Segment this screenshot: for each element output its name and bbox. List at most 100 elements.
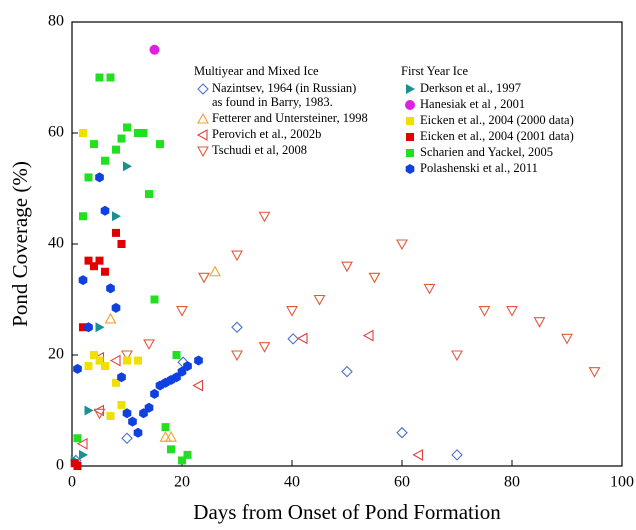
legend-marker xyxy=(406,149,414,157)
data-point xyxy=(362,329,374,342)
data-point xyxy=(506,306,518,317)
data-point xyxy=(122,408,132,419)
data-point xyxy=(183,450,192,459)
x-tick-label: 0 xyxy=(68,474,76,491)
data-point xyxy=(123,161,132,172)
data-point xyxy=(90,262,98,271)
data-point xyxy=(412,448,424,461)
legend-label: Derkson et al., 1997 xyxy=(420,81,521,95)
data-point xyxy=(144,402,154,413)
x-tick-label: 20 xyxy=(174,474,190,491)
data-point xyxy=(192,379,204,392)
data-point xyxy=(101,156,109,165)
legend-label: Polashenski et al., 2011 xyxy=(420,161,538,175)
data-point xyxy=(286,306,298,317)
data-point xyxy=(112,211,121,222)
legend-group-title: First Year Ice xyxy=(401,64,468,78)
y-tick-label: 80 xyxy=(48,13,64,30)
data-point xyxy=(95,322,105,333)
data-point xyxy=(198,272,210,284)
data-point xyxy=(84,256,93,265)
data-point xyxy=(177,356,189,368)
data-point xyxy=(231,321,243,334)
data-point xyxy=(112,378,120,387)
data-point xyxy=(100,205,110,216)
data-point xyxy=(134,356,142,365)
data-point xyxy=(90,351,98,359)
data-point xyxy=(111,302,121,313)
data-point xyxy=(149,44,160,55)
legend-label: Eicken et al., 2004 (2000 data) xyxy=(420,113,574,127)
legend-label: as found in Barry, 1983. xyxy=(212,95,333,109)
data-point xyxy=(95,73,104,82)
data-point xyxy=(117,372,126,383)
legend-label: Perovich et al., 2002b xyxy=(212,127,321,141)
legend-marker xyxy=(197,112,209,124)
data-point xyxy=(84,322,93,333)
data-point xyxy=(73,462,82,470)
legend-marker xyxy=(405,100,415,110)
data-point xyxy=(145,190,153,199)
data-point xyxy=(117,400,126,409)
data-point xyxy=(396,239,408,251)
legend-label: Nazintsev, 1964 (in Russian) xyxy=(212,81,356,95)
x-tick-label: 60 xyxy=(394,474,410,491)
data-point xyxy=(172,351,181,359)
data-point xyxy=(101,362,109,371)
data-point xyxy=(104,312,117,324)
data-point xyxy=(95,356,104,365)
data-point xyxy=(133,427,143,438)
data-point xyxy=(134,129,142,137)
data-point xyxy=(396,426,408,439)
data-point xyxy=(150,388,159,399)
data-point xyxy=(313,294,326,306)
data-point xyxy=(128,416,137,427)
data-point xyxy=(109,354,121,367)
data-point xyxy=(73,363,82,374)
data-point xyxy=(84,405,94,416)
legend-marker xyxy=(197,83,209,95)
data-point xyxy=(258,342,271,353)
data-point xyxy=(79,212,87,221)
legend-label: Fetterer and Untersteiner, 1998 xyxy=(212,111,368,125)
data-point xyxy=(478,306,491,317)
y-tick-label: 60 xyxy=(48,124,64,141)
data-point xyxy=(112,228,120,237)
data-point xyxy=(93,408,106,420)
data-point xyxy=(123,356,131,365)
legend-label: Tschudi et al, 2008 xyxy=(212,143,307,157)
data-point xyxy=(161,423,170,432)
x-tick-label: 80 xyxy=(504,474,520,491)
y-axis-label: Pond Coverage (%) xyxy=(8,161,32,327)
data-point xyxy=(533,317,546,328)
data-point xyxy=(183,361,192,372)
legend-group-title: Multiyear and Mixed Ice xyxy=(194,64,319,78)
data-point xyxy=(231,350,243,362)
data-point xyxy=(368,272,381,284)
data-point xyxy=(95,256,104,265)
data-point xyxy=(451,350,463,362)
data-point xyxy=(156,140,164,149)
legend-label: Hanesiak et al , 2001 xyxy=(420,97,525,111)
legend-marker xyxy=(405,164,415,174)
data-point xyxy=(117,134,126,143)
data-point xyxy=(176,306,188,317)
data-point xyxy=(139,129,148,137)
data-point xyxy=(76,437,88,450)
data-point xyxy=(287,333,299,345)
data-point xyxy=(84,173,93,182)
x-tick-label: 40 xyxy=(284,474,300,491)
data-point xyxy=(106,412,115,421)
data-point xyxy=(79,129,87,137)
data-point xyxy=(209,265,221,277)
data-point xyxy=(79,449,88,460)
data-point xyxy=(258,211,271,223)
data-point xyxy=(106,73,115,82)
data-point xyxy=(341,261,353,273)
data-point xyxy=(79,323,87,332)
legend-label: Scharien and Yackel, 2005 xyxy=(420,145,553,159)
y-tick-label: 0 xyxy=(56,457,64,474)
x-axis-label: Days from Onset of Pond Formation xyxy=(193,500,501,524)
data-point xyxy=(194,355,203,366)
data-point xyxy=(84,362,93,371)
